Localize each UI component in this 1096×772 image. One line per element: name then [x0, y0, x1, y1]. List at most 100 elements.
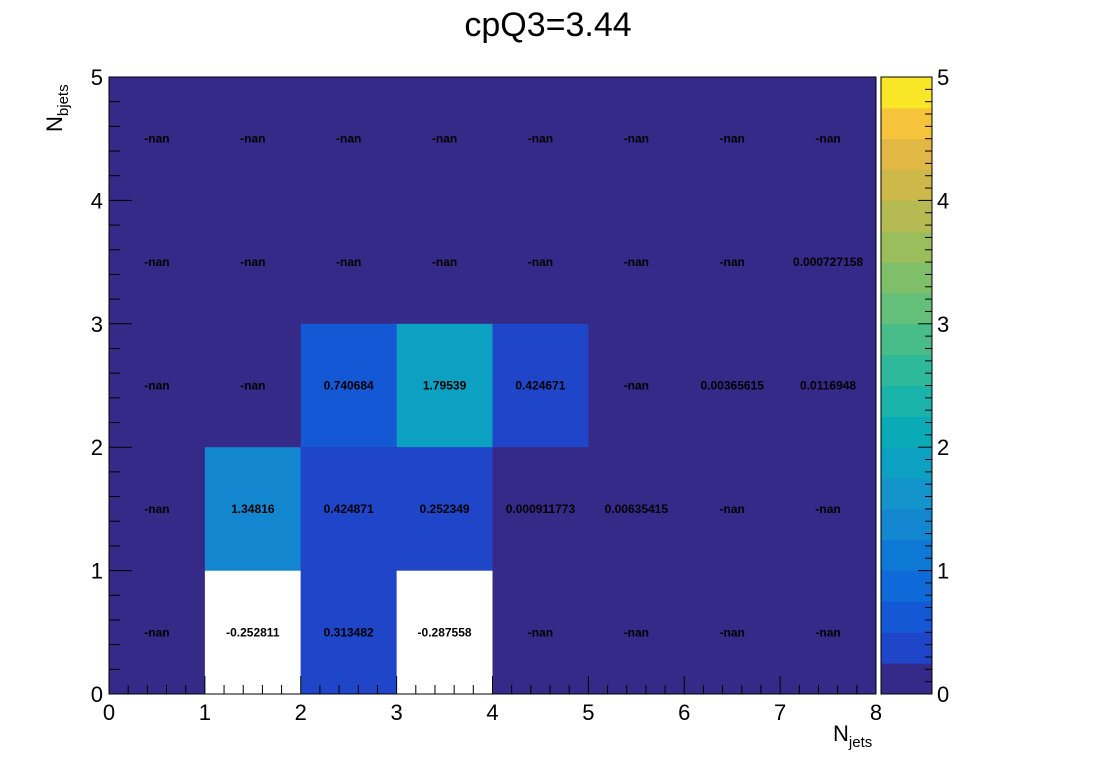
- cell-value-label: -nan: [624, 255, 649, 269]
- cell-value-label: -nan: [720, 132, 745, 146]
- cell-value-label: 1.34816: [231, 502, 275, 516]
- color-scale-step: [881, 77, 932, 109]
- heatmap-cell: [300, 323, 397, 448]
- y-tick-label: 4: [91, 188, 103, 213]
- cell-value-label: -nan: [336, 255, 361, 269]
- x-tick-label: 6: [678, 700, 690, 725]
- color-scale-step: [881, 478, 932, 510]
- cell-value-label: -nan: [240, 255, 265, 269]
- color-scale-step: [881, 323, 932, 356]
- heatmap-cell: [588, 447, 685, 571]
- cell-value-label: -nan: [432, 132, 457, 146]
- cell-value-label: -nan: [528, 625, 553, 639]
- heatmap-cell: [780, 323, 876, 448]
- x-tick-label: 4: [486, 700, 498, 725]
- cell-value-label: -nan: [815, 132, 840, 146]
- color-scale-step: [881, 262, 932, 294]
- y-tick-label: 5: [91, 65, 103, 90]
- cell-value-label: 0.000911773: [506, 502, 576, 516]
- cell-value-label: -nan: [624, 132, 649, 146]
- y-tick-label: 3: [91, 312, 103, 337]
- heatmap-cell: [492, 323, 589, 448]
- heatmap-cell: [204, 447, 301, 571]
- cell-value-label: -nan: [624, 625, 649, 639]
- x-tick-label: 7: [774, 700, 786, 725]
- chart-title: cpQ3=3.44: [464, 6, 631, 44]
- heatmap-cell: [204, 570, 301, 694]
- cell-value-label: -0.287558: [418, 625, 472, 639]
- color-scale-step: [881, 354, 932, 386]
- cell-value-label: -nan: [720, 502, 745, 516]
- cell-value-label: 0.00635415: [605, 502, 669, 516]
- x-tick-label: 5: [582, 700, 594, 725]
- cell-value-label: 0.000727158: [793, 255, 863, 269]
- cell-value-label: -nan: [144, 625, 169, 639]
- color-scale-step: [881, 570, 932, 602]
- color-scale-step: [881, 169, 932, 201]
- y-tick-label: 2: [91, 435, 103, 460]
- cell-value-label: 0.424871: [324, 502, 374, 516]
- color-scale-step: [881, 416, 932, 448]
- cell-value-label: 0.00365615: [700, 379, 764, 393]
- heatmap-cell: [684, 323, 781, 448]
- color-scale-step: [881, 138, 932, 171]
- color-scale-bar: [880, 76, 933, 695]
- z-tick-label: 2: [937, 435, 949, 460]
- x-tick-label: 8: [870, 700, 882, 725]
- cell-value-label: 0.313482: [324, 625, 374, 639]
- y-axis: 0 1 2 3 4 5: [91, 65, 132, 707]
- heatmap-cell: [780, 200, 876, 324]
- cell-labels: -nan -0.252811 0.313482 -0.287558 -nan -nan -n…: [144, 132, 863, 640]
- cell-value-label: -nan: [336, 132, 361, 146]
- cell-value-label: -nan: [240, 379, 265, 393]
- cell-value-label: -nan: [528, 255, 553, 269]
- color-scale-step: [881, 107, 932, 140]
- cell-value-label: 1.79539: [423, 379, 467, 393]
- cell-value-label: 0.740684: [324, 379, 374, 393]
- y-tick-label: 0: [91, 682, 103, 707]
- cell-value-label: 0.252349: [420, 502, 470, 516]
- cell-value-label: -nan: [144, 132, 169, 146]
- color-scale-step: [881, 231, 932, 263]
- cell-value-label: -nan: [144, 502, 169, 516]
- y-axis-label: Nbjets: [42, 84, 72, 132]
- color-scale-step: [881, 601, 932, 633]
- color-scale-step: [881, 292, 932, 325]
- z-tick-label: 0: [937, 682, 949, 707]
- y-tick-label: 1: [91, 559, 103, 584]
- color-scale-step: [881, 508, 932, 541]
- heatmap-cell: [300, 447, 397, 571]
- color-scale-step: [881, 539, 932, 572]
- heatmap-cell: [396, 447, 493, 571]
- x-tick-label: 2: [295, 700, 307, 725]
- heatmap-cells: [204, 200, 876, 694]
- z-tick-label: 3: [937, 312, 949, 337]
- cell-value-label: -nan: [144, 255, 169, 269]
- z-tick-label: 1: [937, 559, 949, 584]
- cell-value-label: -nan: [240, 132, 265, 146]
- color-scale-step: [881, 663, 932, 695]
- color-scale-axis: 0 1 2 3 4 5: [918, 65, 949, 707]
- x-tick-label: 3: [391, 700, 403, 725]
- z-tick-label: 5: [937, 65, 949, 90]
- x-tick-label: 1: [199, 700, 211, 725]
- color-scale-step: [881, 200, 932, 232]
- x-axis: 0 1 2 3 4 5 6 7 8: [103, 676, 882, 725]
- cell-value-label: 0.424671: [515, 379, 565, 393]
- cell-value-label: -nan: [144, 379, 169, 393]
- color-scale-step: [881, 447, 932, 479]
- color-scale-step: [881, 385, 932, 417]
- cell-value-label: -nan: [432, 255, 457, 269]
- cell-value-label: -nan: [720, 255, 745, 269]
- z-tick-label: 4: [937, 188, 949, 213]
- x-tick-label: 0: [103, 700, 115, 725]
- cell-value-label: -nan: [815, 625, 840, 639]
- cell-value-label: 0.0116948: [800, 379, 856, 393]
- heatmap-cell: [492, 447, 589, 571]
- x-axis-label: Njets: [833, 721, 872, 751]
- color-scale-step: [881, 632, 932, 664]
- cell-value-label: -nan: [815, 502, 840, 516]
- cell-value-label: -nan: [624, 379, 649, 393]
- cell-value-label: -0.252811: [226, 625, 280, 639]
